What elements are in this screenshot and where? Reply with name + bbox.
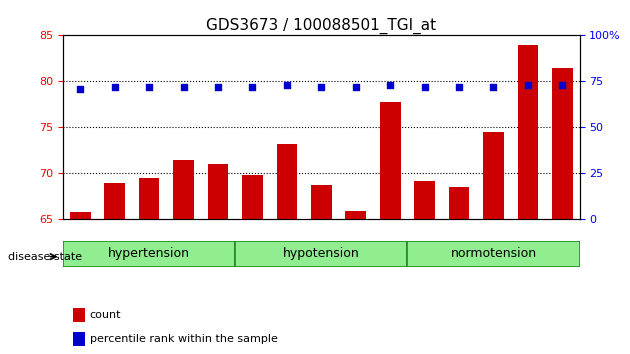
Bar (380, 102, 401, 219)
Bar (139, 178, 159, 219)
Bar (208, 164, 228, 219)
Text: normotension: normotension (450, 247, 537, 261)
Point (144, 84, 154, 90)
Bar (552, 68, 573, 219)
Bar (449, 187, 469, 219)
Bar (242, 175, 263, 219)
Text: percentile rank within the sample: percentile rank within the sample (90, 333, 278, 344)
Bar (483, 132, 504, 219)
Point (282, 82, 292, 88)
Text: hypertension: hypertension (108, 247, 190, 261)
Bar (311, 184, 331, 219)
Point (213, 84, 223, 90)
Point (110, 84, 120, 90)
Text: disease state: disease state (8, 252, 83, 262)
Point (178, 84, 188, 90)
Point (488, 84, 498, 90)
Text: hypotension: hypotension (283, 247, 360, 261)
Point (385, 82, 395, 88)
Point (558, 82, 568, 88)
Bar (345, 211, 366, 219)
FancyBboxPatch shape (63, 241, 235, 267)
Point (316, 84, 326, 90)
FancyBboxPatch shape (235, 241, 408, 267)
Bar (173, 160, 194, 219)
Point (420, 84, 430, 90)
Bar (277, 144, 297, 219)
Point (454, 84, 464, 90)
Bar (415, 181, 435, 219)
Bar (73, 308, 84, 322)
FancyBboxPatch shape (408, 241, 580, 267)
Point (523, 82, 533, 88)
Point (351, 84, 361, 90)
Point (75, 86, 85, 92)
Bar (518, 45, 538, 219)
Text: count: count (90, 310, 122, 320)
Bar (105, 183, 125, 219)
Bar (70, 212, 91, 219)
Title: GDS3673 / 100088501_TGI_at: GDS3673 / 100088501_TGI_at (206, 18, 437, 34)
Bar (73, 332, 84, 346)
Point (248, 84, 258, 90)
